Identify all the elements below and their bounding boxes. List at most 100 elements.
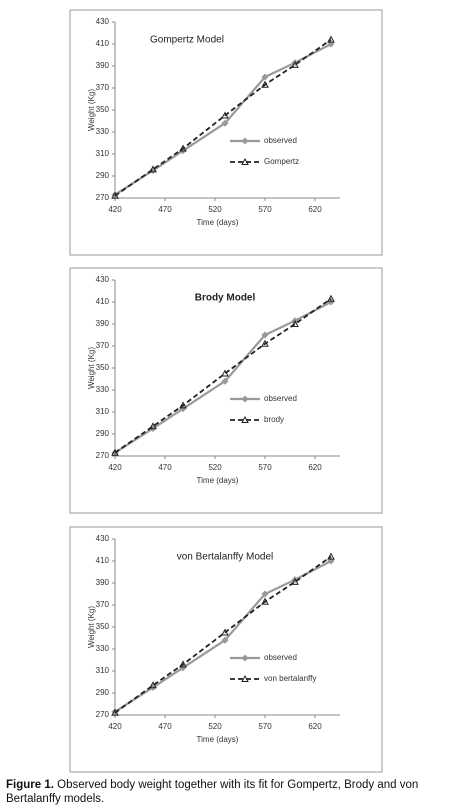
y-tick-label: 410 xyxy=(96,297,110,306)
y-tick-label: 430 xyxy=(96,534,110,543)
legend-label: Gompertz xyxy=(264,157,299,166)
data-point xyxy=(179,401,187,409)
data-point xyxy=(179,144,187,152)
data-point xyxy=(149,422,157,430)
data-point xyxy=(327,35,335,43)
y-tick-label: 370 xyxy=(96,341,110,350)
data-point xyxy=(327,552,335,560)
panel-frame xyxy=(69,267,383,514)
y-tick-label: 370 xyxy=(96,83,110,92)
x-tick-label: 520 xyxy=(208,205,222,214)
legend-marker xyxy=(241,395,249,403)
y-tick-label: 310 xyxy=(96,666,110,675)
y-tick-label: 310 xyxy=(96,149,110,158)
y-tick-label: 310 xyxy=(96,407,110,416)
caption-text: Observed body weight together with its f… xyxy=(6,779,419,805)
data-point xyxy=(291,60,299,68)
series-line xyxy=(114,555,332,714)
data-point xyxy=(291,319,299,327)
data-point xyxy=(221,111,229,119)
legend-marker xyxy=(241,654,249,662)
data-point xyxy=(261,73,269,81)
data-point xyxy=(261,590,269,598)
x-axis-label: Time (days) xyxy=(197,476,239,485)
data-point xyxy=(327,298,335,306)
legend-marker xyxy=(241,157,249,165)
y-axis-label: Weight (Kg) xyxy=(87,606,96,648)
x-tick-label: 470 xyxy=(158,722,172,731)
y-tick-label: 270 xyxy=(96,710,110,719)
data-point xyxy=(111,191,119,199)
y-tick-label: 350 xyxy=(96,363,110,372)
y-axis-label: Weight (Kg) xyxy=(87,89,96,131)
caption-label: Figure 1. xyxy=(6,779,54,791)
y-tick-label: 330 xyxy=(96,644,110,653)
legend-marker xyxy=(241,137,249,145)
data-point xyxy=(179,660,187,668)
data-point xyxy=(221,628,229,636)
series-line xyxy=(114,43,332,196)
x-tick-label: 520 xyxy=(208,463,222,472)
data-point xyxy=(111,708,119,716)
data-point xyxy=(327,294,335,302)
chart-title: von Bertalanffy Model xyxy=(177,552,274,563)
legend-label: brody xyxy=(264,415,284,424)
y-tick-label: 370 xyxy=(96,600,110,609)
y-tick-label: 290 xyxy=(96,171,110,180)
legend-marker xyxy=(241,674,249,682)
data-point xyxy=(261,80,269,88)
data-point xyxy=(149,681,157,689)
y-tick-label: 410 xyxy=(96,556,110,565)
y-axis-label: Weight (Kg) xyxy=(87,347,96,389)
x-tick-label: 570 xyxy=(258,722,272,731)
x-tick-label: 620 xyxy=(308,722,322,731)
data-point xyxy=(221,369,229,377)
figure: 270 290 310 330 350 370 390 410 430 420 470 520 570 6… xyxy=(69,9,383,773)
x-tick-label: 470 xyxy=(158,205,172,214)
series-line xyxy=(114,301,332,454)
data-point xyxy=(221,377,229,385)
data-point xyxy=(111,448,119,456)
y-tick-label: 290 xyxy=(96,429,110,438)
chart-title: Gompertz Model xyxy=(150,35,224,46)
data-point xyxy=(261,331,269,339)
legend-label: observed xyxy=(264,653,297,662)
panel-frame xyxy=(69,526,383,773)
x-tick-label: 420 xyxy=(108,722,122,731)
x-tick-label: 570 xyxy=(258,205,272,214)
x-tick-label: 570 xyxy=(258,463,272,472)
y-tick-label: 350 xyxy=(96,105,110,114)
legend-marker xyxy=(241,415,249,423)
y-tick-label: 290 xyxy=(96,688,110,697)
data-point xyxy=(149,165,157,173)
y-tick-label: 430 xyxy=(96,17,110,26)
x-tick-label: 420 xyxy=(108,463,122,472)
legend-label: observed xyxy=(264,394,297,403)
panel-frame xyxy=(69,9,383,256)
x-tick-label: 420 xyxy=(108,205,122,214)
series-line xyxy=(114,38,332,197)
y-tick-label: 390 xyxy=(96,578,110,587)
legend-label: observed xyxy=(264,136,297,145)
data-point xyxy=(221,119,229,127)
y-tick-label: 330 xyxy=(96,385,110,394)
x-tick-label: 520 xyxy=(208,722,222,731)
y-tick-label: 330 xyxy=(96,127,110,136)
x-tick-label: 620 xyxy=(308,463,322,472)
data-point xyxy=(261,597,269,605)
caption: Figure 1. Observed body weight together … xyxy=(6,778,456,806)
data-point xyxy=(221,636,229,644)
y-tick-label: 350 xyxy=(96,622,110,631)
x-tick-label: 470 xyxy=(158,463,172,472)
y-tick-label: 270 xyxy=(96,451,110,460)
x-tick-label: 620 xyxy=(308,205,322,214)
y-tick-label: 390 xyxy=(96,319,110,328)
x-axis-label: Time (days) xyxy=(197,735,239,744)
legend-label: von bertalanffy xyxy=(264,674,316,683)
x-axis-label: Time (days) xyxy=(197,218,239,227)
y-tick-label: 410 xyxy=(96,39,110,48)
data-point xyxy=(261,339,269,347)
y-tick-label: 430 xyxy=(96,275,110,284)
y-tick-label: 390 xyxy=(96,61,110,70)
